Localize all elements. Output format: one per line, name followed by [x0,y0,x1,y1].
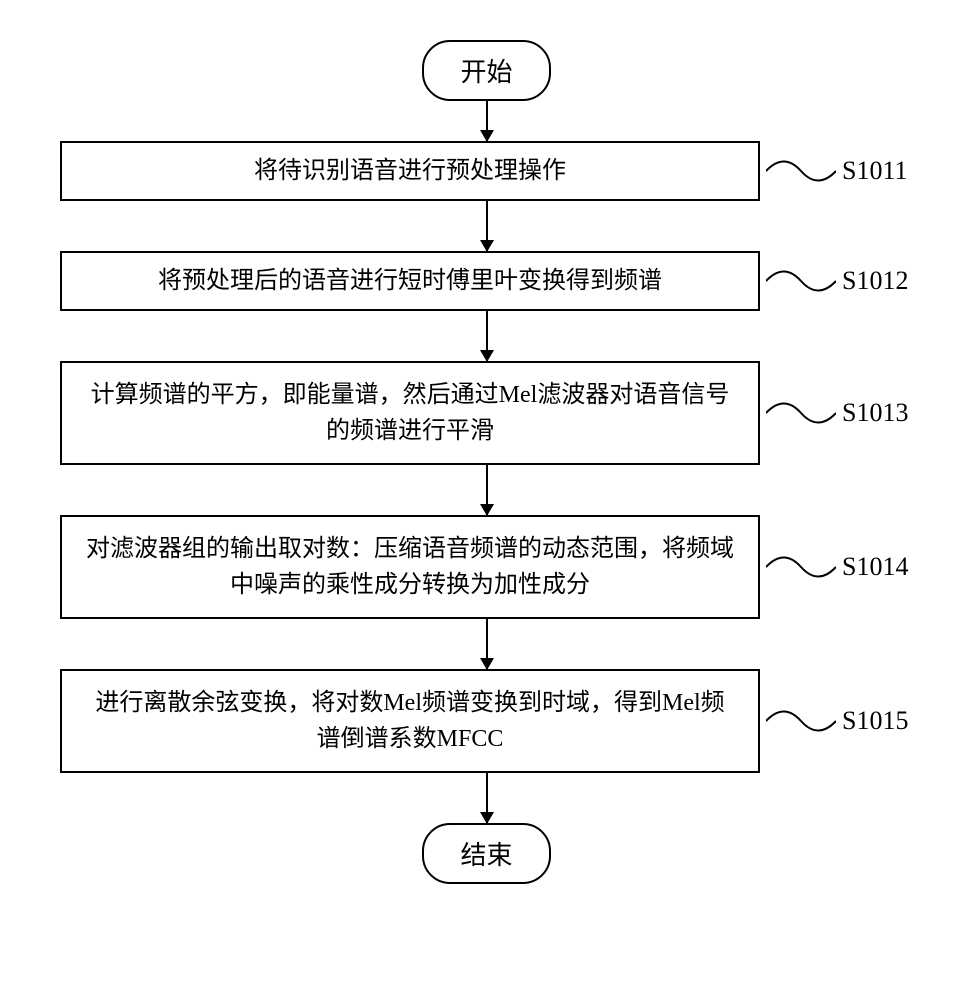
wave-connector-icon [766,696,836,746]
step-box-2: 将预处理后的语音进行短时傅里叶变换得到频谱 [60,251,760,311]
end-track: 结束 [137,823,837,884]
wave-connector-icon [766,146,836,196]
flowchart-container: 开始 将待识别语音进行预处理操作 S1011 将预处理后的语音进行短时傅里叶变换… [60,40,913,884]
terminal-start: 开始 [422,40,550,101]
step-row-4: 对滤波器组的输出取对数：压缩语音频谱的动态范围，将频域中噪声的乘性成分转换为加性… [60,515,913,619]
step-label-2: S1012 [842,266,908,296]
step-box-5: 进行离散余弦变换，将对数Mel频谱变换到时域，得到Mel频谱倒谱系数MFCC [60,669,760,773]
arrow-track [137,311,837,361]
arrow-down-icon [486,619,488,669]
terminal-end: 结束 [422,823,550,884]
step-row-1: 将待识别语音进行预处理操作 S1011 [60,141,913,201]
connector-4: S1014 [766,542,908,592]
connector-5: S1015 [766,696,908,746]
arrow-down-icon [486,311,488,361]
step-box-3: 计算频谱的平方，即能量谱，然后通过Mel滤波器对语音信号的频谱进行平滑 [60,361,760,465]
step-label-4: S1014 [842,552,908,582]
arrow-down-icon [486,465,488,515]
step-box-4: 对滤波器组的输出取对数：压缩语音频谱的动态范围，将频域中噪声的乘性成分转换为加性… [60,515,760,619]
arrow-track [137,465,837,515]
wave-connector-icon [766,542,836,592]
step-label-5: S1015 [842,706,908,736]
start-track: 开始 [137,40,837,101]
arrow-track [137,773,837,823]
step-box-1: 将待识别语音进行预处理操作 [60,141,760,201]
step-row-5: 进行离散余弦变换，将对数Mel频谱变换到时域，得到Mel频谱倒谱系数MFCC S… [60,669,913,773]
step-row-2: 将预处理后的语音进行短时傅里叶变换得到频谱 S1012 [60,251,913,311]
wave-connector-icon [766,256,836,306]
step-row-3: 计算频谱的平方，即能量谱，然后通过Mel滤波器对语音信号的频谱进行平滑 S101… [60,361,913,465]
step-label-3: S1013 [842,398,908,428]
wave-connector-icon [766,388,836,438]
arrow-track [137,101,837,141]
arrow-track [137,619,837,669]
arrow-down-icon [486,101,488,141]
connector-2: S1012 [766,256,908,306]
step-label-1: S1011 [842,156,908,186]
arrow-down-icon [486,201,488,251]
arrow-track [137,201,837,251]
arrow-down-icon [486,773,488,823]
connector-1: S1011 [766,146,908,196]
connector-3: S1013 [766,388,908,438]
